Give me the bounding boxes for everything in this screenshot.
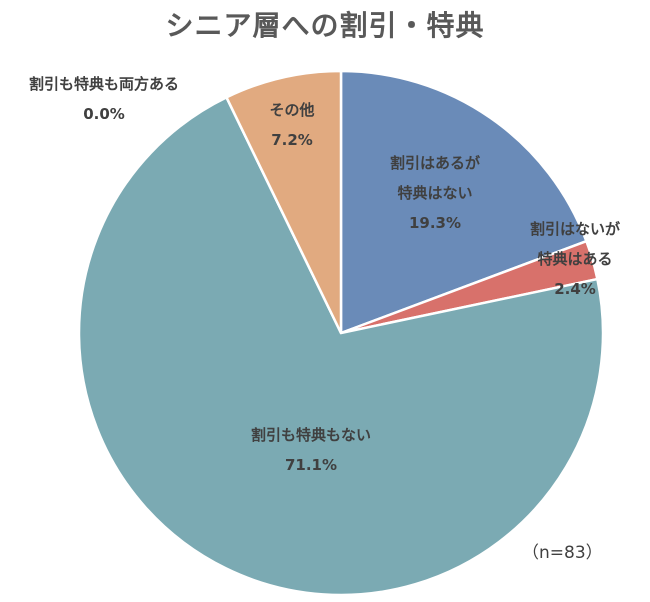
label-both: 割引も特典も両方ある 0.0% [29, 69, 179, 129]
label-line: その他 [269, 101, 315, 119]
label-value: 7.2% [271, 131, 313, 149]
sample-size-note: （n=83） [522, 543, 603, 563]
label-line: 割引はあるが [389, 154, 481, 172]
label-other: その他 7.2% [269, 95, 314, 155]
label-line: 特典はある [537, 250, 613, 268]
slice-other [224, 69, 343, 334]
label-line: 割引も特典も両方ある [28, 75, 180, 93]
label-value: 19.3% [408, 214, 462, 232]
label-value: 2.4% [554, 280, 596, 298]
slice-neither [77, 95, 605, 597]
label-line: 特典はない [397, 184, 473, 202]
label-value: 0.0% [83, 105, 125, 123]
label-benefit-only: 割引はないが 特典はある 2.4% [530, 214, 620, 304]
label-line: 割引も特典もない [250, 426, 372, 444]
chart-title: シニア層への割引・特典 [165, 9, 485, 42]
label-neither: 割引も特典もない 71.1% [251, 420, 371, 480]
slice-discount-only [339, 69, 588, 335]
label-discount-only: 割引はあるが 特典はない 19.3% [390, 148, 480, 238]
label-line: 割引はないが [529, 220, 621, 238]
label-value: 71.1% [284, 456, 338, 474]
